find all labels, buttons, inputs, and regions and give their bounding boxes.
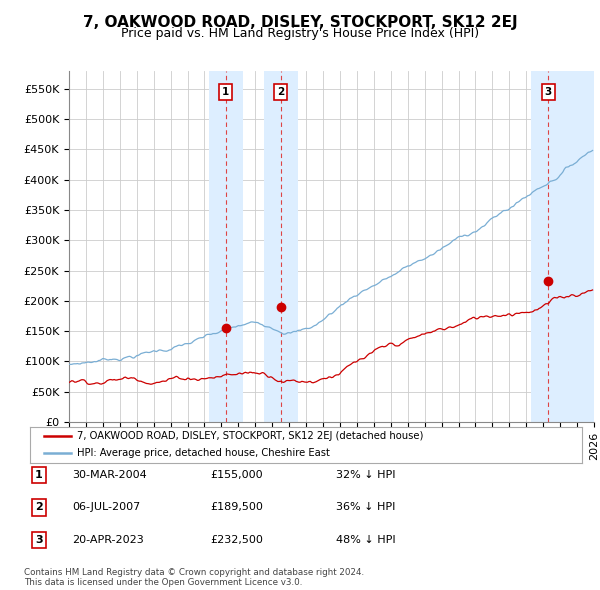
Text: £232,500: £232,500 <box>210 535 263 545</box>
Text: 48% ↓ HPI: 48% ↓ HPI <box>336 535 395 545</box>
Bar <box>532 71 594 422</box>
Text: £155,000: £155,000 <box>210 470 263 480</box>
Text: 2: 2 <box>35 503 43 512</box>
Text: Contains HM Land Registry data © Crown copyright and database right 2024.
This d: Contains HM Land Registry data © Crown c… <box>24 568 364 587</box>
Text: 7, OAKWOOD ROAD, DISLEY, STOCKPORT, SK12 2EJ (detached house): 7, OAKWOOD ROAD, DISLEY, STOCKPORT, SK12… <box>77 431 423 441</box>
Text: £189,500: £189,500 <box>210 503 263 512</box>
Text: 20-APR-2023: 20-APR-2023 <box>72 535 144 545</box>
Text: 30-MAR-2004: 30-MAR-2004 <box>72 470 147 480</box>
Text: 32% ↓ HPI: 32% ↓ HPI <box>336 470 395 480</box>
Text: HPI: Average price, detached house, Cheshire East: HPI: Average price, detached house, Ches… <box>77 448 330 458</box>
Text: 7, OAKWOOD ROAD, DISLEY, STOCKPORT, SK12 2EJ: 7, OAKWOOD ROAD, DISLEY, STOCKPORT, SK12… <box>83 15 517 30</box>
Bar <box>209 71 242 422</box>
Text: 06-JUL-2007: 06-JUL-2007 <box>72 503 140 512</box>
Text: 1: 1 <box>222 87 229 97</box>
Text: 2: 2 <box>277 87 284 97</box>
Text: 3: 3 <box>545 87 552 97</box>
Bar <box>264 71 298 422</box>
Text: Price paid vs. HM Land Registry's House Price Index (HPI): Price paid vs. HM Land Registry's House … <box>121 27 479 40</box>
Text: 1: 1 <box>35 470 43 480</box>
Text: 36% ↓ HPI: 36% ↓ HPI <box>336 503 395 512</box>
Text: 3: 3 <box>35 535 43 545</box>
